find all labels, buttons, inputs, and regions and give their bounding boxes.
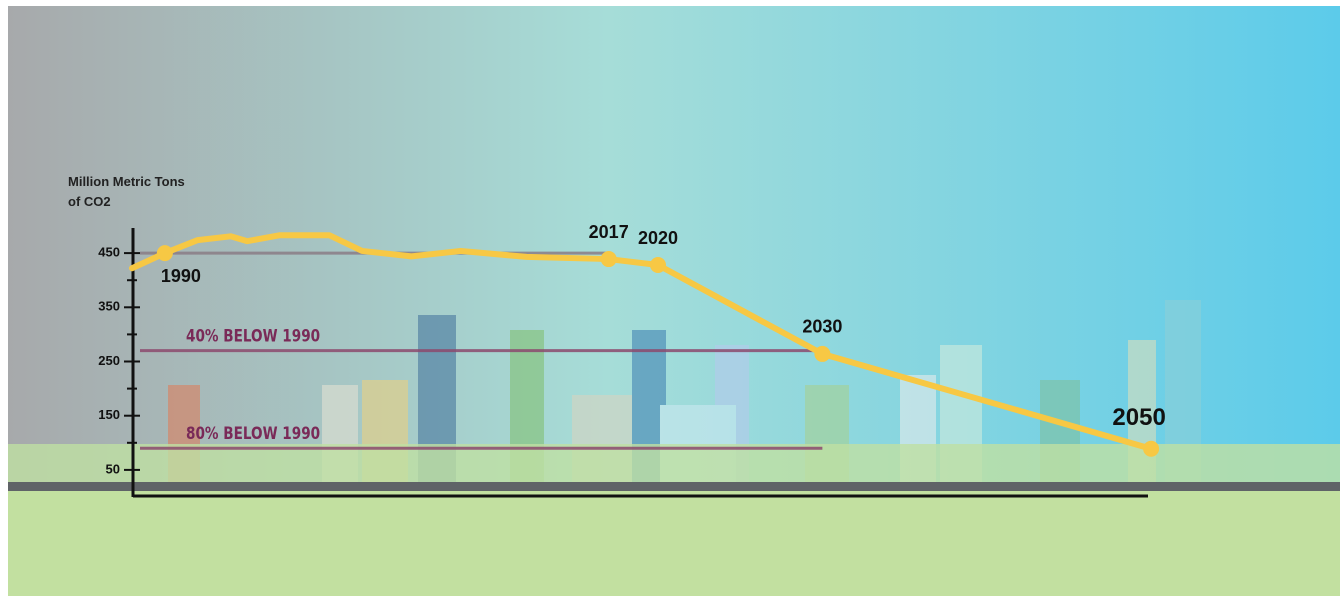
milestone-marker — [601, 251, 617, 267]
milestone-label: 1990 — [161, 266, 201, 286]
ground — [8, 444, 1340, 484]
reference-label: 40% BELOW 1990 — [186, 326, 320, 346]
y-tick-label: 150 — [98, 407, 120, 422]
milestone-label: 2030 — [802, 317, 842, 337]
y-tick-label: 350 — [98, 299, 120, 314]
field — [8, 491, 1340, 596]
milestone-marker — [1143, 441, 1159, 457]
milestone-label: 2050 — [1112, 404, 1165, 431]
milestone-marker — [814, 346, 830, 362]
reference-label: 80% BELOW 1990 — [186, 424, 320, 444]
infographic: 40% BELOW 1990 80% BELOW 1990 50 150 250 350 4… — [0, 0, 1340, 596]
chart: 40% BELOW 1990 80% BELOW 1990 50 150 250 350 4… — [0, 0, 1340, 596]
y-tick-label: 450 — [98, 245, 120, 260]
y-tick-label: 250 — [98, 353, 120, 368]
milestone-marker — [650, 257, 666, 273]
milestone-label: 2020 — [638, 228, 678, 248]
milestone-label: 2017 — [589, 222, 629, 242]
road — [8, 482, 1340, 491]
milestone-marker — [157, 245, 173, 261]
y-tick-label: 50 — [106, 461, 120, 476]
y-axis-label: Million Metric Tons of CO2 — [68, 172, 198, 212]
